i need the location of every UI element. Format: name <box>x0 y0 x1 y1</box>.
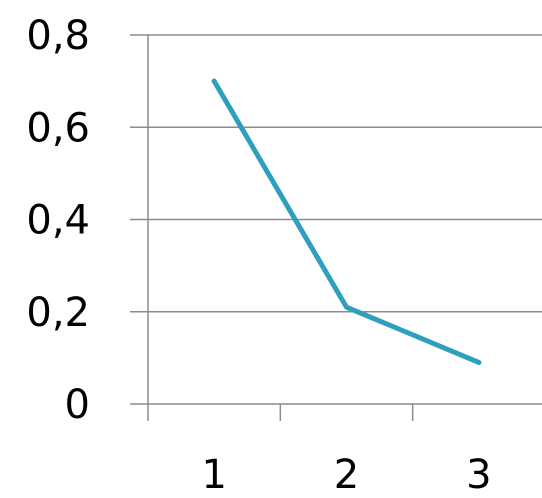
x-tick-label: 3 <box>466 452 491 493</box>
x-tick-label: 2 <box>334 452 359 493</box>
axes <box>130 35 542 421</box>
y-tick-label: 0,6 <box>26 105 90 151</box>
series-line <box>211 78 482 365</box>
gridlines <box>130 34 542 313</box>
y-tick-label: 0 <box>65 382 90 428</box>
data-point <box>344 304 349 310</box>
x-tick-label: 1 <box>201 452 226 493</box>
series-layer <box>211 78 482 365</box>
x-tick-labels: 1 2 3 <box>201 452 491 498</box>
data-point <box>476 359 482 365</box>
y-tick-label: 0,8 <box>26 13 90 59</box>
y-tick-label: 0,2 <box>26 290 90 336</box>
data-point <box>211 78 217 84</box>
y-tick-labels: 0 0,2 0,4 0,6 0,8 <box>26 13 90 428</box>
y-tick-label: 0,4 <box>26 198 90 244</box>
